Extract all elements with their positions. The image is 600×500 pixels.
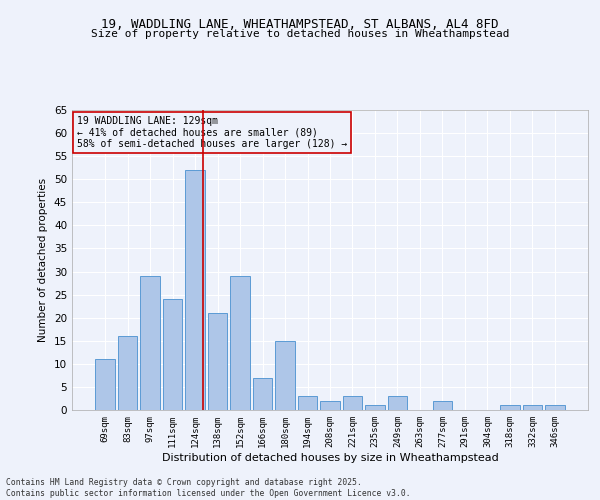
Bar (140, 276, 160, 410)
Text: Size of property relative to detached houses in Wheathampstead: Size of property relative to detached ho… (91, 29, 509, 39)
Bar (388, 396, 407, 410)
Bar (208, 313, 227, 410)
Bar (523, 406, 542, 410)
Bar (320, 401, 340, 410)
Bar (185, 170, 205, 410)
Bar (500, 406, 520, 410)
Bar (275, 341, 295, 410)
Bar (343, 396, 362, 410)
Bar (365, 406, 385, 410)
Text: 19 WADDLING LANE: 129sqm
← 41% of detached houses are smaller (89)
58% of semi-d: 19 WADDLING LANE: 129sqm ← 41% of detach… (77, 116, 347, 149)
Bar (230, 276, 250, 410)
Bar (545, 406, 565, 410)
Bar (118, 336, 137, 410)
Bar (163, 299, 182, 410)
Text: 19, WADDLING LANE, WHEATHAMPSTEAD, ST ALBANS, AL4 8FD: 19, WADDLING LANE, WHEATHAMPSTEAD, ST AL… (101, 18, 499, 30)
Bar (298, 396, 317, 410)
Bar (433, 401, 452, 410)
Y-axis label: Number of detached properties: Number of detached properties (38, 178, 49, 342)
Bar (253, 378, 272, 410)
Bar (95, 359, 115, 410)
X-axis label: Distribution of detached houses by size in Wheathampstead: Distribution of detached houses by size … (161, 452, 499, 462)
Text: Contains HM Land Registry data © Crown copyright and database right 2025.
Contai: Contains HM Land Registry data © Crown c… (6, 478, 410, 498)
